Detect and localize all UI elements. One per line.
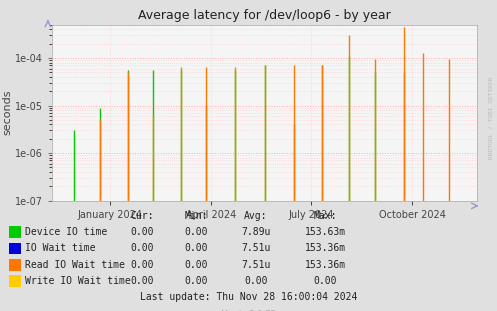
Text: 153.63m: 153.63m: [305, 227, 346, 237]
Text: Max:: Max:: [314, 211, 337, 221]
Text: 153.36m: 153.36m: [305, 260, 346, 270]
Text: 153.36m: 153.36m: [305, 244, 346, 253]
Text: Last update: Thu Nov 28 16:00:04 2024: Last update: Thu Nov 28 16:00:04 2024: [140, 292, 357, 302]
Text: Write IO Wait time: Write IO Wait time: [25, 276, 131, 286]
Y-axis label: seconds: seconds: [2, 90, 12, 136]
Text: 0.00: 0.00: [184, 276, 208, 286]
Text: 7.51u: 7.51u: [241, 244, 271, 253]
Text: 0.00: 0.00: [184, 260, 208, 270]
Text: 0.00: 0.00: [184, 227, 208, 237]
Text: 7.89u: 7.89u: [241, 227, 271, 237]
Text: 0.00: 0.00: [130, 260, 154, 270]
Text: 0.00: 0.00: [130, 244, 154, 253]
Text: IO Wait time: IO Wait time: [25, 244, 96, 253]
Text: Avg:: Avg:: [244, 211, 268, 221]
Text: 7.51u: 7.51u: [241, 260, 271, 270]
Text: 0.00: 0.00: [314, 276, 337, 286]
Text: 0.00: 0.00: [244, 276, 268, 286]
Text: Cur:: Cur:: [130, 211, 154, 221]
Text: Read IO Wait time: Read IO Wait time: [25, 260, 125, 270]
Text: Device IO time: Device IO time: [25, 227, 107, 237]
Text: Min:: Min:: [184, 211, 208, 221]
Text: 0.00: 0.00: [184, 244, 208, 253]
Title: Average latency for /dev/loop6 - by year: Average latency for /dev/loop6 - by year: [138, 9, 391, 22]
Text: Munin 2.0.75: Munin 2.0.75: [221, 310, 276, 311]
Text: RRDTOOL / TOBI OETIKER: RRDTOOL / TOBI OETIKER: [489, 77, 494, 160]
Text: 0.00: 0.00: [130, 276, 154, 286]
Text: 0.00: 0.00: [130, 227, 154, 237]
